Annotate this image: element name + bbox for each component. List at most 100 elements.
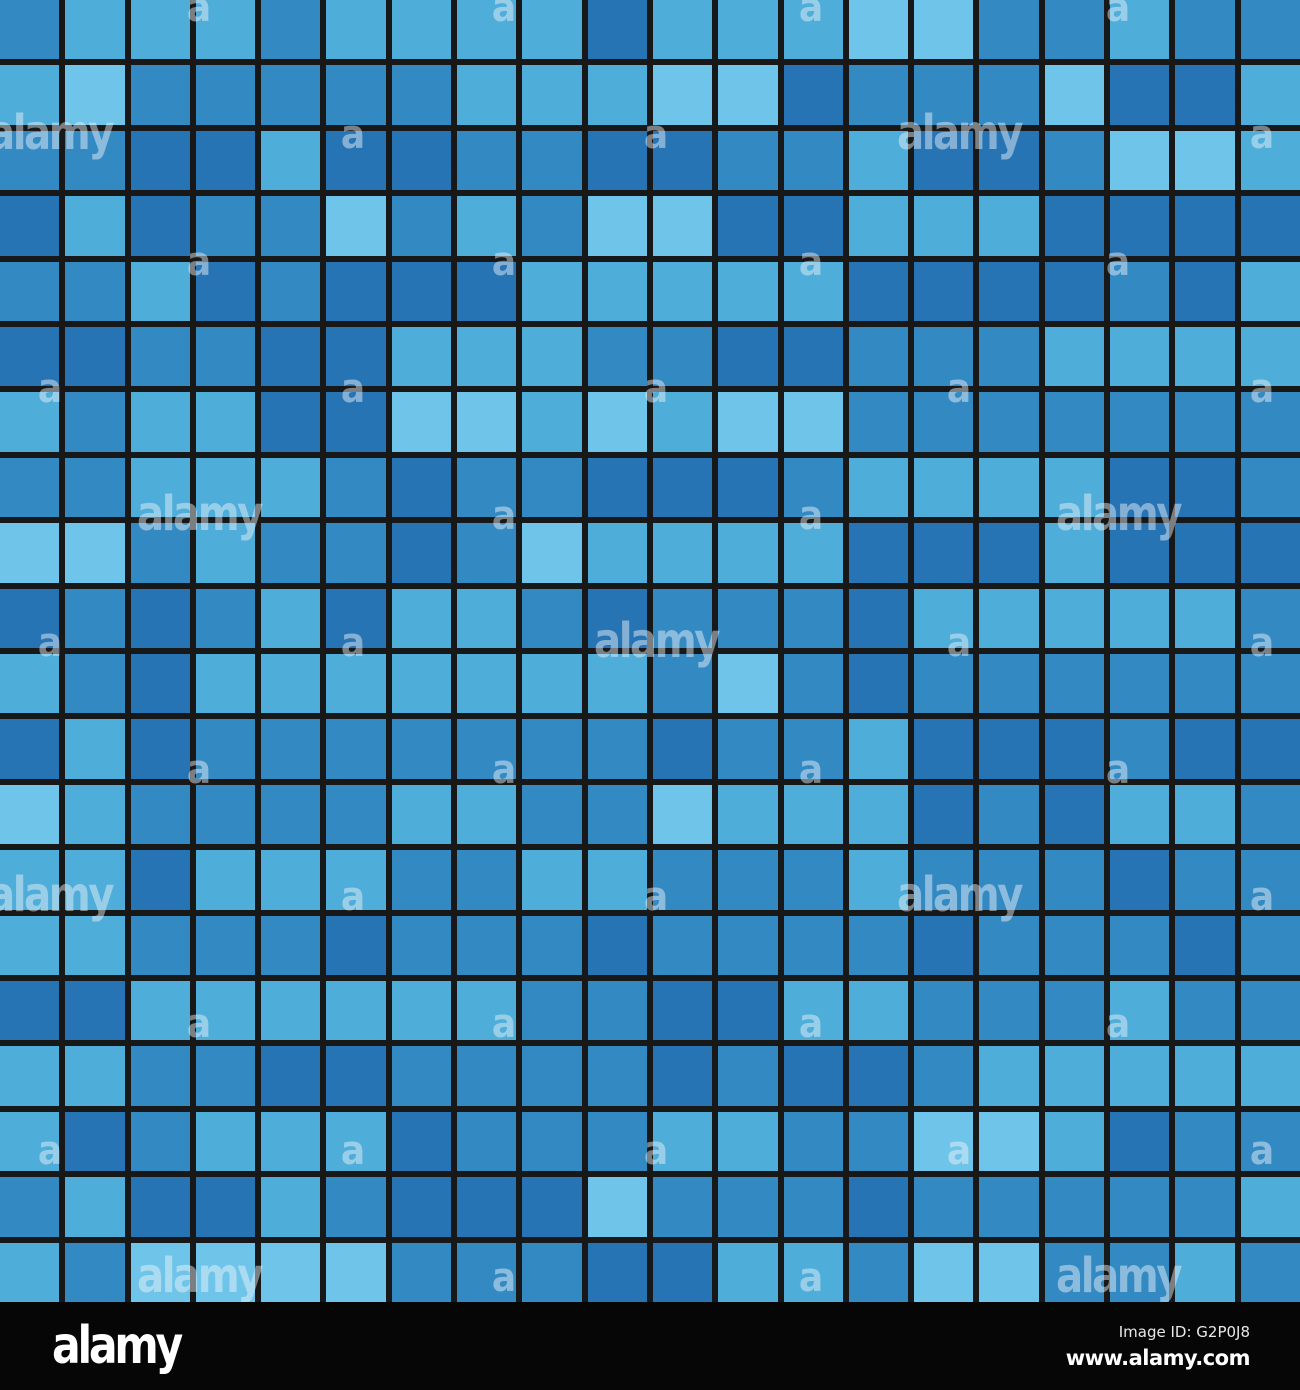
mosaic-tile [522, 719, 582, 779]
mosaic-tile [848, 1177, 909, 1237]
mosaic-tile [914, 719, 974, 779]
mosaic-tile [979, 0, 1039, 60]
mosaic-tile [457, 523, 517, 583]
mosaic-tile [1044, 457, 1105, 518]
mosaic-tile [326, 1242, 386, 1302]
mosaic-tile [261, 981, 321, 1041]
mosaic-tile [783, 523, 843, 583]
mosaic-tile [195, 65, 256, 125]
mosaic-tile [652, 654, 713, 714]
mosaic-tile [1044, 1111, 1105, 1172]
mosaic-tile [195, 392, 256, 452]
mosaic-tile [783, 784, 843, 845]
mosaic-tile [195, 1046, 256, 1106]
mosaic-tile [1240, 1046, 1300, 1106]
mosaic-tile [783, 1242, 843, 1302]
mosaic-tile [65, 654, 125, 714]
mosaic-tile [783, 1046, 843, 1106]
mosaic-tile [652, 588, 713, 648]
mosaic-tile [652, 1177, 713, 1237]
mosaic-tile [718, 130, 778, 191]
mosaic-tile [783, 327, 843, 387]
mosaic-tile [261, 588, 321, 648]
mosaic-tile [326, 523, 386, 583]
mosaic-tile [326, 850, 386, 910]
mosaic-tile [0, 915, 60, 975]
mosaic-tile [848, 915, 909, 975]
mosaic-tile [783, 719, 843, 779]
mosaic-tile [848, 1046, 909, 1106]
mosaic-tile [652, 1111, 713, 1172]
mosaic-tile [1110, 1046, 1170, 1106]
mosaic-tile [261, 523, 321, 583]
mosaic-tile [718, 654, 778, 714]
mosaic-tile [130, 65, 190, 125]
mosaic-tile [979, 65, 1039, 125]
mosaic-tile [1240, 196, 1300, 256]
mosaic-tile [1110, 850, 1170, 910]
mosaic-tile [326, 981, 386, 1041]
mosaic-tile [0, 65, 60, 125]
mosaic-tile [65, 1242, 125, 1302]
mosaic-tile [587, 327, 647, 387]
mosaic-tile [195, 588, 256, 648]
mosaic-tile [914, 392, 974, 452]
mosaic-tile [914, 130, 974, 191]
mosaic-tile [130, 196, 190, 256]
mosaic-tile [848, 1242, 909, 1302]
mosaic-tile [848, 523, 909, 583]
mosaic-tile [587, 915, 647, 975]
mosaic-tile [1044, 588, 1105, 648]
mosaic-tile [65, 1177, 125, 1237]
mosaic-tile [195, 0, 256, 60]
mosaic-tile [1044, 784, 1105, 845]
mosaic-tile [130, 850, 190, 910]
mosaic-tile [1110, 1111, 1170, 1172]
mosaic-tile [391, 0, 452, 60]
mosaic-tile [718, 850, 778, 910]
mosaic-tile [130, 327, 190, 387]
mosaic-tile [522, 65, 582, 125]
image-id-label: Image ID: G2P0J8 [1118, 1322, 1250, 1341]
mosaic-tile [195, 719, 256, 779]
mosaic-tile [0, 981, 60, 1041]
mosaic-tile [522, 1111, 582, 1172]
mosaic-tile [587, 65, 647, 125]
mosaic-tile [1110, 130, 1170, 191]
mosaic-tile [195, 1242, 256, 1302]
mosaic-tile [457, 130, 517, 191]
mosaic-tile [522, 1242, 582, 1302]
mosaic-tile [652, 915, 713, 975]
mosaic-tile [1240, 850, 1300, 910]
mosaic-tile [1044, 981, 1105, 1041]
mosaic-tile [652, 719, 713, 779]
mosaic-tile [1175, 261, 1235, 321]
mosaic-tile [1175, 719, 1235, 779]
mosaic-tile [261, 654, 321, 714]
mosaic-tile [1240, 784, 1300, 845]
mosaic-tile [1175, 850, 1235, 910]
mosaic-tile [326, 457, 386, 518]
mosaic-tile [1240, 654, 1300, 714]
mosaic-tile [0, 1242, 60, 1302]
mosaic-tile [1175, 1242, 1235, 1302]
mosaic-tile [1044, 654, 1105, 714]
footer-bar: alamy Image ID: G2P0J8 www.alamy.com [0, 1302, 1300, 1390]
mosaic-tile [0, 784, 60, 845]
alamy-url: www.alamy.com [1065, 1345, 1251, 1370]
mosaic-tile [130, 1111, 190, 1172]
mosaic-tile [1044, 523, 1105, 583]
mosaic-tile [65, 1046, 125, 1106]
mosaic-tile [1175, 784, 1235, 845]
mosaic-tile [522, 850, 582, 910]
mosaic-tile [65, 65, 125, 125]
mosaic-tile [65, 915, 125, 975]
mosaic-tile [522, 392, 582, 452]
mosaic-tile [522, 196, 582, 256]
mosaic-tile [1175, 523, 1235, 583]
mosaic-tile [457, 261, 517, 321]
mosaic-tile [652, 327, 713, 387]
mosaic-tile [195, 654, 256, 714]
mosaic-tile [587, 981, 647, 1041]
mosaic-tile [652, 457, 713, 518]
